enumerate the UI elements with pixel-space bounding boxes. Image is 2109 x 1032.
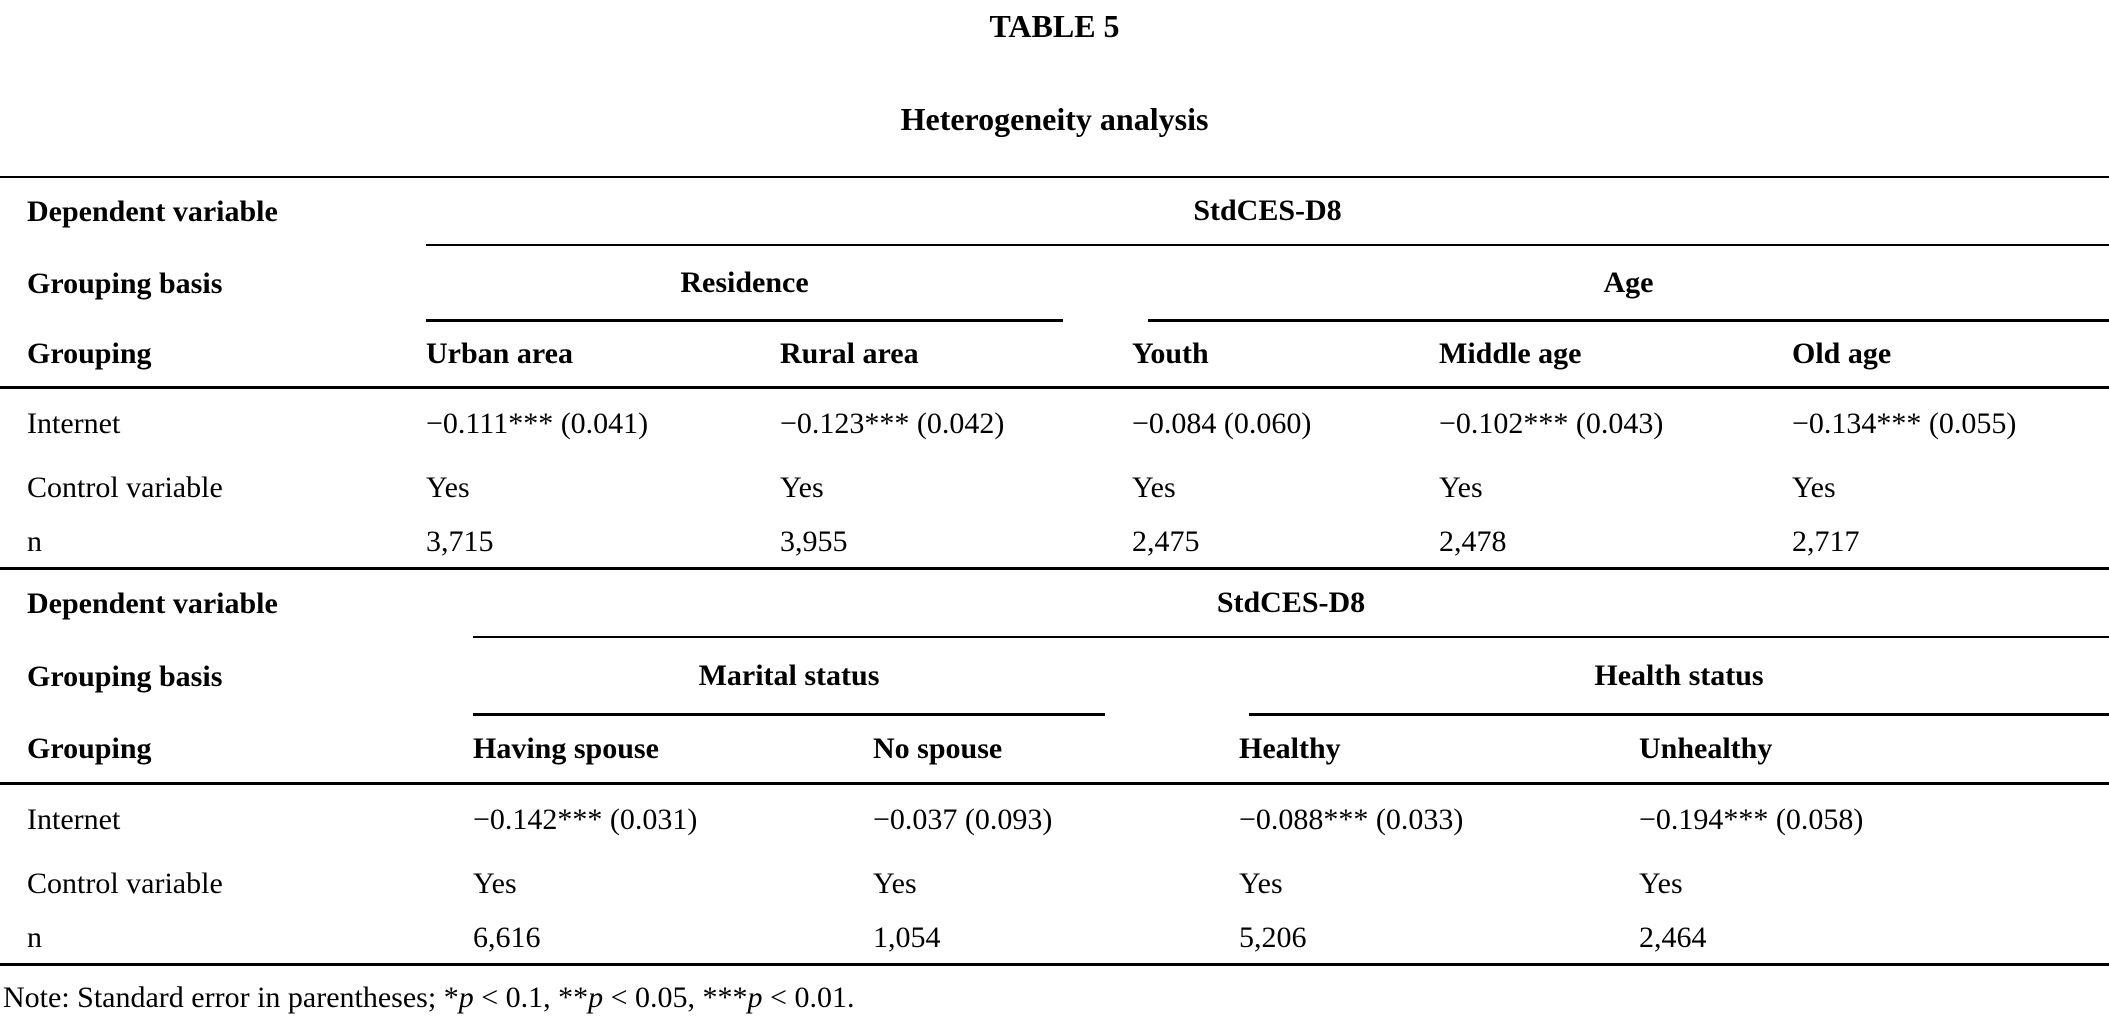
row-label-grouping: Grouping [27,337,152,370]
row-label-dependent-variable: Dependent variable [27,587,278,620]
data-cell: 3,715 [426,525,494,558]
table-number-title: TABLE 5 [989,8,1120,44]
note-p-2: p [588,981,604,1014]
note-star-2: ** [558,981,589,1014]
grouping-basis-row-2: Grouping basis Marital status Health sta… [0,638,2109,716]
data-cell: 1,054 [873,921,941,954]
data-cell: 2,478 [1439,525,1507,558]
row-label-grouping-basis: Grouping basis [27,660,223,693]
data-cell: Yes [1239,867,1283,900]
row-label-internet: Internet [27,803,121,836]
note-text: < 0.05, [603,981,703,1014]
data-cell: 2,717 [1792,525,1860,558]
data-cell: −0.037 (0.093) [873,803,1053,836]
data-cell: 6,616 [473,921,541,954]
bottom-rule [0,963,2109,966]
table-subtitle: Heterogeneity analysis [900,101,1209,137]
data-cell: −0.111*** (0.041) [426,407,649,440]
control-variable-row-2: Control variable Yes Yes Yes Yes [0,855,2109,913]
internet-row-1: Internet −0.111*** (0.041) −0.123*** (0.… [0,389,2109,459]
data-cell: −0.194*** (0.058) [1639,803,1864,836]
dependent-variable-value: StdCES-D8 [1193,194,1342,227]
dependent-variable-row-2: Dependent variable StdCES-D8 [0,570,2109,638]
dependent-variable-value: StdCES-D8 [1216,586,1366,619]
column-header-healthy: Healthy [1239,732,1341,765]
column-header-middle-age: Middle age [1439,337,1582,370]
top-rule [0,176,2109,178]
n-row-2: n 6,616 1,054 5,206 2,464 [0,913,2109,963]
row-label-control-variable: Control variable [27,471,223,504]
header-rule-2 [0,782,2109,785]
data-cell: −0.088*** (0.033) [1239,803,1464,836]
note-p-3: p [747,981,763,1014]
data-cell: 2,464 [1639,921,1707,954]
note-text: < 0.1, [473,981,559,1014]
note-text: Note: Standard error in parentheses; [3,981,444,1014]
data-cell: Yes [780,471,824,504]
table-note: Note: Standard error in parentheses; *p … [0,981,2109,1015]
row-label-internet: Internet [27,407,121,440]
data-cell: Yes [873,867,917,900]
data-cell: 5,206 [1239,921,1307,954]
data-cell: 3,955 [780,525,848,558]
column-header-no-spouse: No spouse [873,732,1003,765]
data-cell: −0.123*** (0.042) [780,407,1005,440]
group-header-age: Age [1603,265,1654,299]
row-label-n: n [27,525,42,558]
data-cell: Yes [1132,471,1176,504]
row-label-n: n [27,921,42,954]
data-cell: Yes [473,867,517,900]
row-label-dependent-variable: Dependent variable [27,195,278,228]
control-variable-row-1: Control variable Yes Yes Yes Yes Yes [0,459,2109,517]
column-header-old-age: Old age [1792,337,1892,370]
column-header-rural-area: Rural area [780,337,919,370]
internet-row-2: Internet −0.142*** (0.031) −0.037 (0.093… [0,785,2109,855]
row-label-grouping-basis: Grouping basis [27,267,223,300]
data-cell: −0.134*** (0.055) [1792,407,2017,440]
data-cell: Yes [1439,471,1483,504]
data-cell: Yes [426,471,470,504]
note-text: < 0.01. [762,981,855,1014]
row-label-control-variable: Control variable [27,867,223,900]
column-header-having-spouse: Having spouse [473,732,659,765]
section-divider-rule [0,567,2109,570]
grouping-header-row-1: Grouping Urban area Rural area Youth Mid… [0,322,2109,386]
row-label-grouping: Grouping [27,732,152,765]
header-rule-1 [0,386,2109,389]
data-cell: Yes [1639,867,1683,900]
note-star-1: * [443,981,459,1014]
grouping-header-row-2: Grouping Having spouse No spouse Healthy… [0,716,2109,782]
n-row-1: n 3,715 3,955 2,475 2,478 2,717 [0,517,2109,567]
group-header-marital-status: Marital status [698,658,880,692]
column-header-unhealthy: Unhealthy [1639,732,1773,765]
group-header-residence: Residence [680,265,809,299]
data-cell: −0.102*** (0.043) [1439,407,1664,440]
data-cell: −0.084 (0.060) [1132,407,1312,440]
data-cell: −0.142*** (0.031) [473,803,698,836]
column-header-youth: Youth [1132,337,1209,370]
note-p-1: p [458,981,474,1014]
group-header-health-status: Health status [1594,658,1764,692]
data-cell: 2,475 [1132,525,1200,558]
grouping-basis-row-1: Grouping basis Residence Age [0,246,2109,322]
column-header-urban-area: Urban area [426,337,573,370]
note-star-3: *** [702,981,748,1014]
dependent-variable-row-1: Dependent variable StdCES-D8 [0,178,2109,246]
data-cell: Yes [1792,471,1836,504]
